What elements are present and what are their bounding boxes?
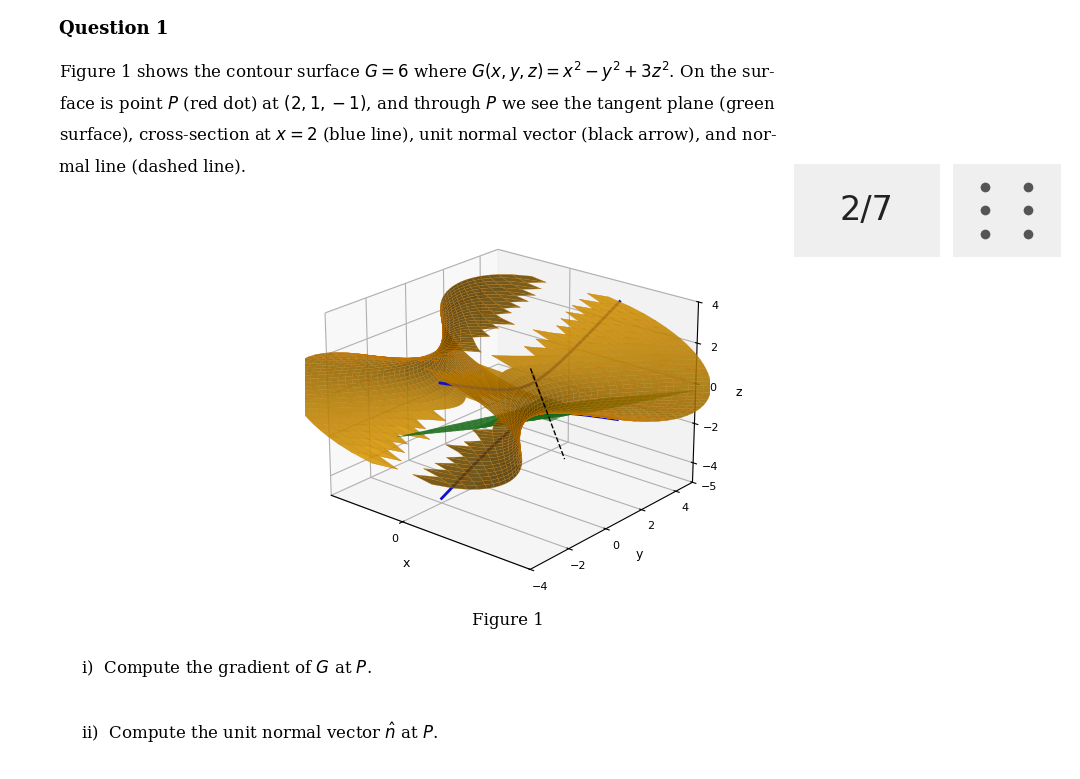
FancyBboxPatch shape (947, 159, 1066, 262)
Text: surface), cross-section at $x = 2$ (blue line), unit normal vector (black arrow): surface), cross-section at $x = 2$ (blue… (59, 125, 778, 145)
Text: ii)  Compute the unit normal vector $\hat{n}$ at $P$.: ii) Compute the unit normal vector $\hat… (81, 721, 438, 746)
Text: face is point $P$ (red dot) at $(2, 1, -1)$, and through $P$ we see the tangent : face is point $P$ (red dot) at $(2, 1, -… (59, 93, 775, 115)
Text: i)  Compute the gradient of $G$ at $P$.: i) Compute the gradient of $G$ at $P$. (81, 658, 372, 679)
Text: 2/7: 2/7 (840, 194, 893, 227)
Y-axis label: y: y (636, 548, 644, 561)
X-axis label: x: x (403, 557, 409, 569)
Text: Figure 1 shows the contour surface $G = 6$ where $G(x, y, z) = x^2 - y^2 + 3z^2$: Figure 1 shows the contour surface $G = … (59, 60, 777, 84)
Text: Figure 1: Figure 1 (472, 612, 543, 629)
FancyBboxPatch shape (786, 160, 947, 260)
Text: mal line (dashed line).: mal line (dashed line). (59, 158, 246, 175)
Text: Question 1: Question 1 (59, 19, 168, 37)
